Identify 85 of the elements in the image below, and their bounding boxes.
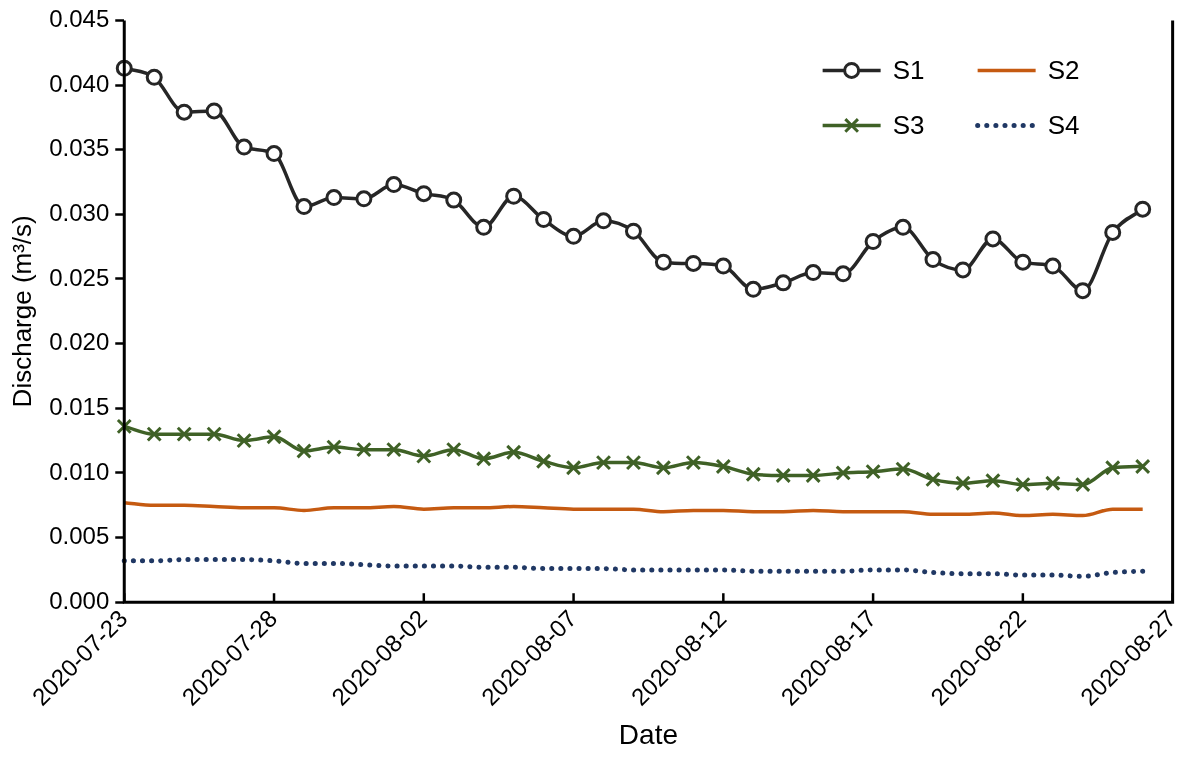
point [385, 176, 403, 194]
y-tick-label: 0.030 [49, 198, 110, 226]
point [535, 211, 553, 229]
point [295, 198, 313, 216]
point [835, 465, 852, 481]
point [176, 426, 193, 443]
point [1015, 476, 1031, 493]
point [715, 458, 732, 475]
point [834, 265, 852, 283]
x-axis-title: Date [618, 718, 679, 750]
y-tick-label: 0.005 [49, 522, 110, 550]
point [565, 459, 582, 476]
y-tick-label: 0.020 [49, 328, 110, 356]
point [775, 467, 792, 484]
point [356, 441, 372, 458]
legend-label: S1 [892, 54, 925, 85]
point [924, 251, 942, 269]
point [505, 187, 523, 205]
point [1044, 257, 1062, 275]
point [955, 475, 971, 492]
point [116, 418, 133, 435]
point [954, 261, 972, 279]
y-tick-label: 0.035 [49, 134, 110, 162]
point [1134, 458, 1151, 475]
point [266, 428, 282, 445]
point [265, 145, 283, 163]
point [805, 467, 822, 484]
point [984, 230, 1002, 248]
point [624, 222, 642, 240]
point [774, 274, 792, 292]
point [625, 454, 642, 471]
point [1104, 223, 1122, 241]
point [505, 444, 522, 461]
legend-label: S3 [892, 109, 925, 140]
point [1044, 475, 1061, 492]
point [1074, 476, 1091, 493]
point [535, 453, 552, 470]
point [415, 185, 433, 203]
point [925, 471, 941, 488]
point [326, 439, 342, 455]
point [1134, 200, 1152, 218]
point [565, 227, 583, 245]
point [595, 454, 612, 471]
point [175, 103, 193, 121]
point [325, 189, 343, 207]
point [445, 441, 462, 458]
point [475, 450, 492, 467]
point [145, 68, 163, 86]
point [206, 426, 222, 443]
y-axis-title: Discharge (m³/s) [6, 215, 37, 408]
point [865, 463, 881, 480]
point [1074, 282, 1092, 300]
point [864, 232, 882, 250]
point [235, 138, 253, 156]
y-tick-label: 0.010 [49, 457, 110, 485]
point [804, 264, 822, 282]
y-tick-label: 0.045 [49, 5, 110, 33]
point [415, 448, 432, 464]
point [146, 426, 163, 443]
point [985, 472, 1001, 489]
y-tick-label: 0.015 [49, 392, 110, 420]
y-tick-label: 0.040 [49, 69, 110, 97]
legend-label: S2 [1047, 54, 1080, 85]
point [655, 459, 672, 476]
point [205, 102, 223, 120]
point [296, 443, 312, 459]
point [385, 441, 402, 458]
legend-label: S4 [1047, 109, 1080, 140]
point [684, 254, 702, 272]
y-tick-label: 0.025 [49, 263, 110, 291]
point [236, 432, 252, 449]
point [1104, 459, 1121, 476]
point [894, 218, 912, 236]
point [475, 218, 493, 236]
point [895, 461, 911, 477]
point [445, 191, 463, 209]
point [714, 257, 732, 275]
point [654, 253, 672, 271]
point [745, 466, 762, 483]
point [744, 280, 762, 298]
point [1014, 253, 1032, 271]
point [595, 212, 613, 230]
y-tick-label: 0.000 [49, 586, 110, 614]
point [355, 190, 373, 208]
point [685, 454, 702, 471]
